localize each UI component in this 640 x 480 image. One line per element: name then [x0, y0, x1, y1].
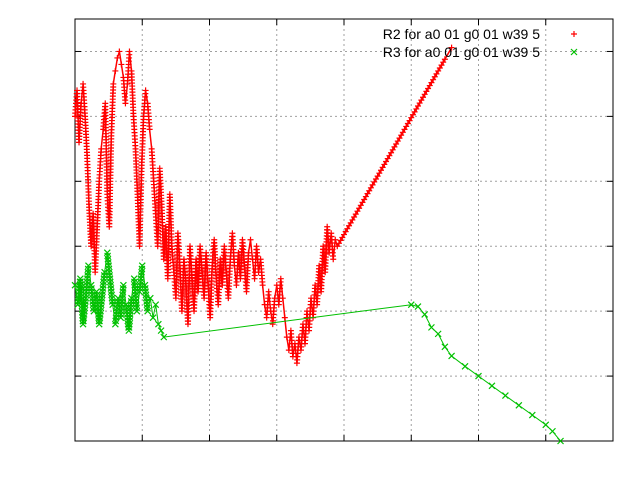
data-point [421, 310, 429, 318]
data-point [158, 201, 165, 208]
data-point [160, 333, 168, 341]
data-point [475, 372, 482, 380]
data-point [122, 97, 129, 104]
data-point [346, 222, 353, 229]
data-point [81, 110, 88, 117]
data-point [570, 48, 578, 56]
series-1 [72, 44, 455, 367]
data-point [198, 265, 205, 272]
data-point [84, 265, 92, 273]
data-point [98, 149, 105, 156]
data-point [149, 314, 157, 322]
data-point [146, 123, 153, 130]
data-point [100, 272, 108, 279]
data-point [281, 314, 288, 321]
data-point [434, 330, 442, 338]
legend-entry-label: R3 for a0 01 g0 01 w39 5 [383, 44, 540, 60]
data-point [359, 199, 366, 206]
data-point [110, 83, 117, 90]
data-point [213, 272, 220, 279]
data-point [130, 110, 137, 117]
data-point [188, 272, 195, 279]
data-point [448, 352, 456, 360]
data-point [265, 291, 272, 298]
data-point [247, 236, 254, 243]
legend-marker [571, 31, 577, 37]
data-point [448, 44, 455, 51]
data-point [386, 152, 393, 159]
data-point [152, 301, 160, 309]
data-point [204, 278, 211, 285]
data-point [399, 129, 406, 136]
data-point [154, 320, 162, 328]
data-point [138, 168, 145, 175]
data-point [245, 252, 252, 259]
data-point [329, 252, 336, 259]
data-point [114, 54, 121, 61]
data-point [488, 382, 496, 390]
legend-marker [570, 48, 578, 56]
data-point [146, 294, 154, 302]
data-point [428, 323, 435, 331]
data-point [134, 188, 141, 195]
data-point [168, 240, 175, 247]
data-point [140, 116, 147, 123]
data-point [277, 278, 284, 285]
data-point [83, 149, 90, 156]
data-point [96, 181, 103, 188]
data-point [571, 31, 577, 37]
data-point [116, 48, 123, 55]
data-point [372, 176, 379, 183]
data-point [209, 265, 216, 272]
data-point [549, 427, 556, 435]
data-point [119, 285, 127, 292]
data-point [81, 297, 89, 305]
legend-entry-label: R2 for a0 01 g0 01 w39 5 [383, 26, 540, 42]
data-point [414, 303, 422, 311]
data-point [440, 59, 447, 66]
data-point [279, 295, 286, 302]
data-point [112, 67, 119, 74]
data-point [98, 297, 105, 305]
data-point [118, 61, 125, 68]
data-point [542, 421, 550, 429]
data-point [413, 105, 420, 112]
data-point [289, 350, 296, 357]
data-point [106, 272, 114, 279]
data-point [426, 82, 433, 89]
data-point [557, 437, 564, 445]
data-point [152, 207, 159, 214]
data-point [182, 278, 189, 285]
data-point [441, 343, 449, 351]
data-point [94, 226, 101, 233]
data-point [143, 304, 151, 312]
data-point [108, 135, 115, 142]
data-point [157, 327, 165, 335]
data-point [407, 301, 415, 309]
data-point [223, 265, 230, 272]
data-point [108, 297, 116, 305]
data-point [241, 259, 248, 266]
data-layer [71, 44, 564, 445]
data-point [259, 278, 266, 285]
data-point [170, 265, 177, 272]
data-point [86, 201, 93, 208]
data-point [501, 392, 509, 399]
data-point [528, 411, 536, 419]
axis-layer [74, 18, 614, 442]
data-point [132, 142, 139, 149]
data-point [138, 265, 146, 273]
series-2 [71, 249, 564, 445]
data-point [311, 285, 318, 292]
data-point [133, 304, 141, 312]
grid-layer [75, 19, 613, 441]
data-point [461, 362, 469, 370]
data-point [515, 401, 523, 409]
legend: R2 for a0 01 g0 01 w39 5 R3 for a0 01 g0 … [383, 26, 578, 60]
data-point [126, 51, 133, 58]
data-point [142, 90, 149, 97]
data-point [332, 236, 339, 243]
data-point [150, 175, 157, 182]
